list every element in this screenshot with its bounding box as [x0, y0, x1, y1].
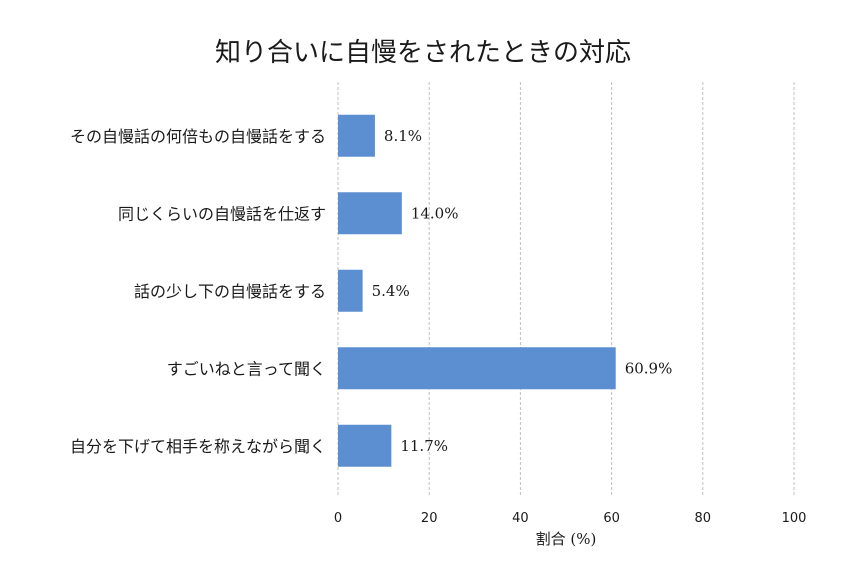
- category-label: その自慢話の何倍もの自慢話をする: [70, 127, 326, 146]
- bars: [338, 114, 616, 467]
- value-label: 8.1%: [384, 127, 422, 145]
- x-tick-label: 0: [334, 511, 342, 526]
- bar: [338, 192, 402, 235]
- x-tick-label: 40: [512, 511, 529, 526]
- bar: [338, 424, 392, 467]
- value-label: 5.4%: [372, 282, 410, 300]
- value-labels: 8.1% 14.0% 5.4% 60.9% 11.7%: [372, 127, 673, 455]
- value-label: 14.0%: [411, 204, 459, 222]
- x-tick-labels: 0 20 40 60 80 100: [334, 511, 807, 526]
- category-label: 同じくらいの自慢話を仕返す: [118, 204, 326, 223]
- chart-title: 知り合いに自慢をされたときの対応: [215, 38, 631, 68]
- x-tick-label: 100: [782, 511, 807, 526]
- bar: [338, 114, 375, 157]
- value-label: 60.9%: [625, 359, 673, 377]
- category-label: 自分を下げて相手を称えながら聞く: [70, 437, 326, 456]
- bar: [338, 269, 363, 312]
- category-label: 話の少し下の自慢話をする: [134, 282, 326, 301]
- x-tick-label: 80: [695, 511, 712, 526]
- x-tick-label: 60: [603, 511, 620, 526]
- category-label: すごいねと言って聞く: [167, 359, 326, 378]
- value-label: 11.7%: [400, 437, 448, 455]
- category-labels: その自慢話の何倍もの自慢話をする同じくらいの自慢話を仕返す話の少し下の自慢話をす…: [70, 127, 326, 456]
- x-tick-label: 20: [421, 511, 438, 526]
- bar: [338, 347, 616, 390]
- x-axis-label: 割合 (%): [536, 530, 597, 548]
